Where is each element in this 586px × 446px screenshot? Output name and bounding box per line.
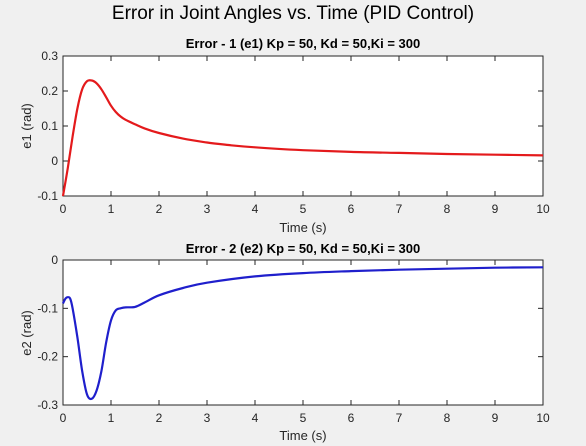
y-tick-label: 0 [51, 253, 58, 267]
x-tick-label: 6 [348, 202, 355, 216]
series-curve [61, 79, 544, 197]
y-tick-label: -0.2 [37, 350, 58, 364]
y-tick-label: 0.3 [41, 49, 58, 63]
x-axis-label: Time (s) [279, 428, 326, 443]
x-tick-label: 5 [300, 411, 307, 425]
x-tick-label: 2 [156, 202, 163, 216]
y-axis-label: e1 (rad) [19, 103, 34, 149]
axis-ticks: 0 1 2 3 4 5 6 7 8 9 10-0.100.10.20.3 [37, 49, 550, 216]
series-curve [62, 266, 544, 401]
y-tick-label: 0.2 [41, 84, 58, 98]
y-tick-label: -0.3 [37, 398, 58, 412]
y-tick-label: 0.1 [41, 119, 58, 133]
y-axis-label: e2 (rad) [19, 310, 34, 356]
x-tick-label: 4 [252, 202, 259, 216]
series-line [61, 79, 544, 197]
x-tick-label: 10 [536, 411, 550, 425]
x-tick-label: 1 [108, 411, 115, 425]
x-tick-label: 0 [60, 202, 67, 216]
x-tick-label: 3 [204, 202, 211, 216]
y-tick-label: 0 [51, 154, 58, 168]
axes-box [62, 55, 544, 197]
x-tick-label: 9 [492, 202, 499, 216]
x-tick-label: 8 [444, 202, 451, 216]
x-tick-label: 7 [396, 202, 403, 216]
x-tick-label: 5 [300, 202, 307, 216]
x-tick-label: 9 [492, 411, 499, 425]
x-tick-label: 10 [536, 202, 550, 216]
axis-ticks: 0 1 2 3 4 5 6 7 8 9 10 -0.3 -0.2 -0.1 0 [37, 253, 550, 425]
axes-box [62, 259, 544, 406]
plot-e1: Error - 1 (e1) Kp = 50, Kd = 50,Ki = 300… [19, 36, 550, 235]
y-tick-label: -0.1 [37, 189, 58, 203]
x-tick-label: 8 [444, 411, 451, 425]
plot-title: Error - 1 (e1) Kp = 50, Kd = 50,Ki = 300 [186, 36, 420, 51]
x-tick-label: 4 [252, 411, 259, 425]
plot-title: Error - 2 (e2) Kp = 50, Kd = 50,Ki = 300 [186, 241, 420, 256]
x-axis-label: Time (s) [279, 220, 326, 235]
x-tick-label: 0 [60, 411, 67, 425]
x-tick-label: 3 [204, 411, 211, 425]
x-tick-label: 1 [108, 202, 115, 216]
plot-e2: Error - 2 (e2) Kp = 50, Kd = 50,Ki = 300… [19, 241, 550, 443]
figure-title: Error in Joint Angles vs. Time (PID Cont… [112, 3, 474, 24]
x-tick-label: 7 [396, 411, 403, 425]
series-line [62, 266, 544, 401]
x-tick-label: 6 [348, 411, 355, 425]
x-tick-label: 2 [156, 411, 163, 425]
y-tick-label: -0.1 [37, 301, 58, 315]
